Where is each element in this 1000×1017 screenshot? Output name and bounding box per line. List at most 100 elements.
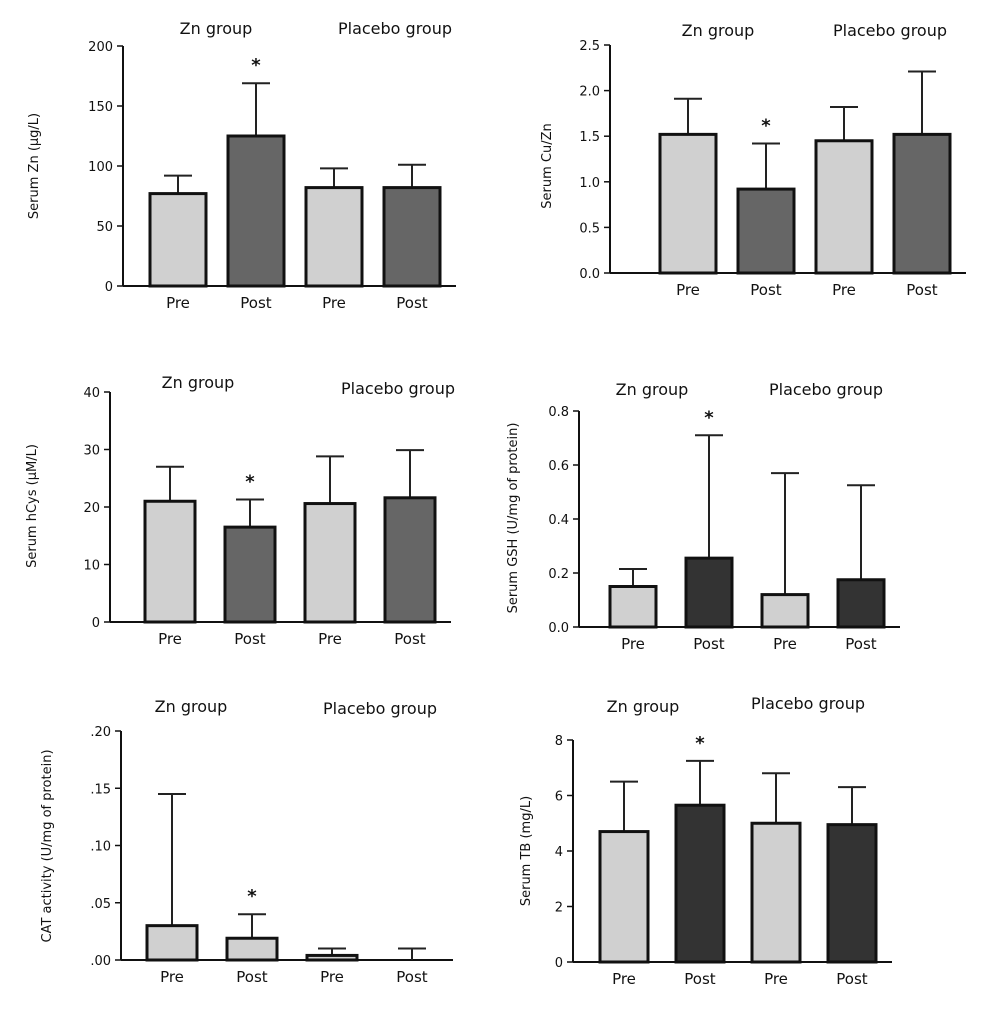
y-tick-label: 1.0 [579,176,600,191]
bar [826,823,878,964]
x-tick-label: Post [394,630,426,648]
bar [383,496,437,624]
y-tick-label: 150 [88,100,113,115]
bar [304,186,364,288]
group-label-zn: Zn group [616,380,689,399]
bar [674,803,726,964]
x-tick-label: Pre [773,635,797,653]
significance-marker: * [245,472,255,493]
bar [892,132,952,275]
y-tick-label: 0 [105,280,113,295]
y-tick-label: .05 [90,897,111,912]
group-label-placebo: Placebo group [341,379,455,398]
bar [143,499,197,624]
x-tick-label: Pre [166,294,190,312]
y-tick-label: 30 [83,444,100,459]
bar [382,186,442,288]
group-label-placebo: Placebo group [751,694,865,713]
x-tick-label: Pre [160,968,184,986]
bar [223,525,277,624]
group-label-placebo: Placebo group [769,380,883,399]
y-axis-label: Serum GSH (U/mg of protein) [506,423,521,614]
bar [598,830,650,964]
group-label-zn: Zn group [607,697,680,716]
y-tick-label: 1.5 [579,130,600,145]
y-axis-label: Serum Cu/Zn [540,123,555,208]
significance-marker: * [704,407,714,428]
y-tick-label: 2 [555,901,563,916]
y-tick-label: 50 [96,220,113,235]
y-tick-label: .00 [90,954,111,969]
bar [658,132,718,275]
bar [836,578,886,629]
bar [684,556,734,629]
x-tick-label: Pre [764,970,788,988]
group-label-placebo: Placebo group [833,21,947,40]
x-tick-label: Post [906,281,938,299]
group-label-zn: Zn group [682,21,755,40]
significance-marker: * [251,55,261,76]
y-axis-label: Serum hCys (μM/L) [25,444,40,568]
y-tick-label: 200 [88,40,113,55]
bar [305,953,359,962]
y-tick-label: 40 [83,386,100,401]
bar [750,821,802,964]
y-tick-label: 0.8 [548,405,569,420]
group-label-zn: Zn group [162,373,235,392]
y-tick-label: 0.2 [548,567,569,582]
x-tick-label: Post [236,968,268,986]
group-label-placebo: Placebo group [338,19,452,38]
x-tick-label: Post [396,968,428,986]
y-tick-label: 0 [92,616,100,631]
y-tick-label: 20 [83,501,100,516]
x-tick-label: Pre [676,281,700,299]
bar [814,139,874,275]
y-tick-label: 0.0 [579,267,600,282]
y-tick-label: 4 [555,845,563,860]
x-tick-label: Pre [322,294,346,312]
y-tick-label: 0.5 [579,221,600,236]
bar [148,192,208,288]
bar [608,585,658,629]
bar [226,134,286,288]
x-tick-label: Pre [318,630,342,648]
y-tick-label: 100 [88,160,113,175]
x-tick-label: Post [693,635,725,653]
x-tick-label: Pre [320,968,344,986]
y-axis-label: Serum Zn (μg/L) [27,113,42,219]
y-tick-label: 10 [83,559,100,574]
group-label-placebo: Placebo group [323,699,437,718]
y-tick-label: 8 [555,734,563,749]
bar [145,924,199,962]
significance-marker: * [695,733,705,754]
x-tick-label: Post [684,970,716,988]
x-tick-label: Pre [621,635,645,653]
y-tick-label: .10 [90,840,111,855]
x-tick-label: Post [836,970,868,988]
y-tick-label: 6 [555,790,563,805]
y-tick-label: 2.5 [579,39,600,54]
x-tick-label: Pre [832,281,856,299]
y-tick-label: 0 [555,956,563,971]
x-tick-label: Post [845,635,877,653]
x-tick-label: Pre [158,630,182,648]
y-tick-label: 0.0 [548,621,569,636]
x-tick-label: Pre [612,970,636,988]
y-tick-label: 2.0 [579,85,600,100]
bar [736,187,796,275]
x-tick-label: Post [234,630,266,648]
significance-marker: * [247,886,257,907]
bar [303,502,357,624]
x-tick-label: Post [240,294,272,312]
group-label-zn: Zn group [180,19,253,38]
group-label-zn: Zn group [155,697,228,716]
x-tick-label: Post [396,294,428,312]
y-tick-label: .15 [90,782,111,797]
bar [760,593,810,629]
y-tick-label: 0.4 [548,513,569,528]
bar [225,936,279,962]
y-tick-label: .20 [90,725,111,740]
y-axis-label: Serum TB (mg/L) [519,796,534,906]
y-tick-label: 0.6 [548,459,569,474]
